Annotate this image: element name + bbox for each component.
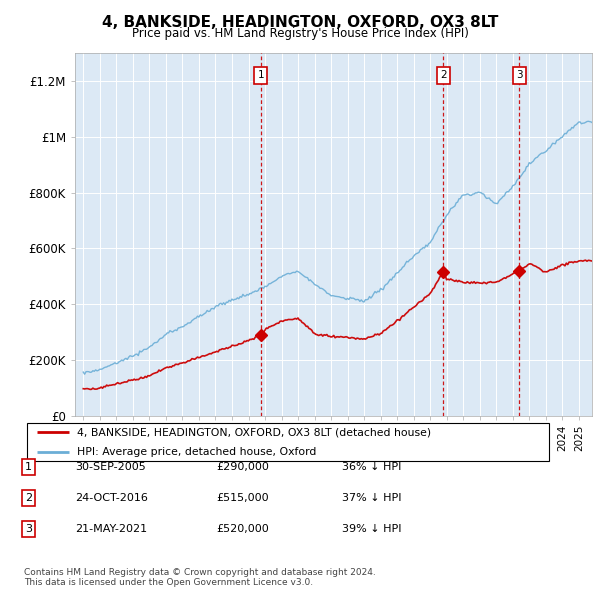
Text: £520,000: £520,000	[216, 524, 269, 533]
Text: Contains HM Land Registry data © Crown copyright and database right 2024.
This d: Contains HM Land Registry data © Crown c…	[24, 568, 376, 587]
Text: 37% ↓ HPI: 37% ↓ HPI	[342, 493, 401, 503]
Text: 39% ↓ HPI: 39% ↓ HPI	[342, 524, 401, 533]
Text: 2: 2	[440, 70, 447, 80]
FancyBboxPatch shape	[26, 423, 549, 461]
Text: Price paid vs. HM Land Registry's House Price Index (HPI): Price paid vs. HM Land Registry's House …	[131, 27, 469, 40]
Text: 24-OCT-2016: 24-OCT-2016	[75, 493, 148, 503]
Text: £515,000: £515,000	[216, 493, 269, 503]
Text: 36% ↓ HPI: 36% ↓ HPI	[342, 463, 401, 472]
Text: 2: 2	[25, 493, 32, 503]
Text: 1: 1	[257, 70, 264, 80]
Text: 1: 1	[25, 463, 32, 472]
Text: 30-SEP-2005: 30-SEP-2005	[75, 463, 146, 472]
Text: 21-MAY-2021: 21-MAY-2021	[75, 524, 147, 533]
Text: 4, BANKSIDE, HEADINGTON, OXFORD, OX3 8LT: 4, BANKSIDE, HEADINGTON, OXFORD, OX3 8LT	[102, 15, 498, 30]
Text: 4, BANKSIDE, HEADINGTON, OXFORD, OX3 8LT (detached house): 4, BANKSIDE, HEADINGTON, OXFORD, OX3 8LT…	[77, 427, 431, 437]
Text: £290,000: £290,000	[216, 463, 269, 472]
Text: HPI: Average price, detached house, Oxford: HPI: Average price, detached house, Oxfo…	[77, 447, 316, 457]
Text: 3: 3	[516, 70, 523, 80]
Text: 3: 3	[25, 524, 32, 533]
